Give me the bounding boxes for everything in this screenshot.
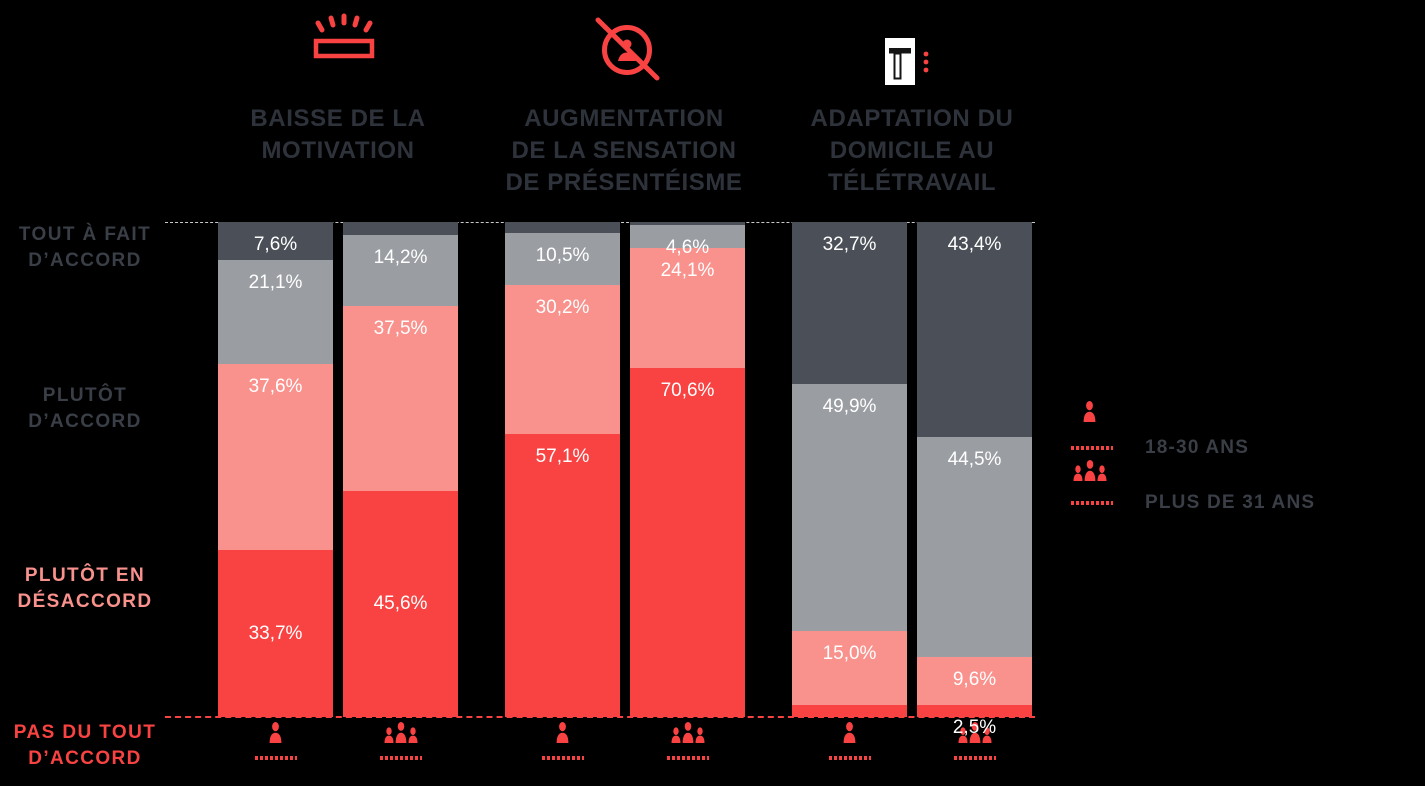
segment-value-label: 2,5% [952,716,997,738]
person-single-glyph [269,722,282,743]
axis-person-group-icon [917,722,1032,760]
axis-dash-underline [379,756,422,760]
segment-value-label: 10,5% [535,244,590,266]
bar-segment: 57,1% [505,434,620,717]
group-title-motivation: BAISSE DE LA MOTIVATION [250,105,426,164]
person-single-glyph [1083,401,1096,422]
bar-segment: 43,4% [917,222,1032,437]
group-title-presenteisme: AUGMENTATION DE LA SENSATION DE PRÉSENTÉ… [505,105,743,196]
stacked-bar-1-31plus: 4,6% 24,1% 70,6% [630,222,745,717]
eye-crossed-icon [576,10,678,87]
bar-segment: 37,6% [218,364,333,551]
group-title-domicile: ADAPTATION DU DOMICILE AU TÉLÉTRAVAIL [810,105,1014,196]
row-label-plutot-en-desaccord: PLUTÔT EN DÉSACCORD [17,565,153,612]
segment-value-label: 57,1% [535,446,590,468]
bar-segment: 37,5% [343,305,458,492]
axis-person-single-icon [505,722,620,760]
bar-segment [343,222,458,236]
segment-value-label: 14,2% [373,247,428,269]
bar-segment: 2,5% [917,704,1032,738]
segment-value-label: 24,1% [660,260,715,282]
stacked-bar-0-31plus: 14,2% 37,5% 45,6% [343,222,458,717]
bar-segment: 70,6% [630,367,745,717]
person-group-glyph [384,722,417,743]
axis-dash-underline [666,756,709,760]
desk-icon [885,38,931,93]
axis-dash-underline [828,756,871,760]
bar-segment: 14,2% [343,235,458,306]
segment-value-label: 70,6% [660,379,715,401]
segment-value-label: 49,9% [822,395,877,417]
stacked-bar-0-18-30: 7,6% 21,1% 37,6% 33,7% [218,222,333,717]
segment-value-label: 4,6% [665,237,710,259]
plot-area: 7,6% 21,1% 37,6% 33,7% 14,2% 37,5% 45,6% 10,5% 3… [165,222,1035,738]
axis-person-group-icon [343,722,458,760]
bar-segment [505,222,620,233]
row-label-pas-du-tout-daccord: PAS DU TOUT D’ACCORD [13,722,157,769]
segment-value-label: 32,7% [822,234,877,255]
segment-value-label: 30,2% [535,296,590,318]
legend-label-18-30: 18-30 ANS [1145,437,1250,458]
person-group-icon [1072,460,1108,486]
row-label-tout-a-fait-daccord: TOUT À FAIT D’ACCORD [18,224,152,271]
row-label-plutot-daccord: PLUTÔT D’ACCORD [28,385,142,432]
person-single-glyph [556,722,569,743]
segment-value-label: 43,4% [947,234,1002,255]
legend-label-31-plus: PLUS DE 31 ANS [1145,492,1316,513]
segment-value-label: 44,5% [947,448,1002,470]
bar-segment: 44,5% [917,436,1032,658]
segment-value-label: 21,1% [248,271,303,293]
axis-dash-underline [541,756,584,760]
segment-value-label: 37,6% [248,376,303,398]
person-single-icon [1082,401,1097,427]
person-group-glyph [1073,460,1107,481]
legend-dash-31-plus [1071,501,1113,505]
bar-segment: 9,6% [917,657,1032,705]
stacked-bar-2-18-30: 32,7% 49,9% 15,0% [792,222,907,717]
segment-value-label: 7,6% [253,234,298,255]
low-battery-icon [296,8,392,69]
person-group-glyph [958,722,991,743]
bar-segment: 49,9% [792,383,907,631]
bar-segment: 33,7% [218,550,333,717]
legend-dash-18-30 [1071,446,1113,450]
bar-segment: 32,7% [792,222,907,384]
segment-value-label: 9,6% [952,669,997,691]
bar-segment [630,222,745,226]
axis-dash-underline [953,756,996,760]
person-single-glyph [843,722,856,743]
bar-segment: 30,2% [505,284,620,435]
axis-person-single-icon [792,722,907,760]
bar-segment: 10,5% [505,232,620,285]
bar-segment: 45,6% [343,491,458,717]
bottom-dashed-axis-line [165,716,1035,718]
segment-value-label: 33,7% [248,622,303,644]
person-group-glyph [671,722,704,743]
bar-segment: 21,1% [218,259,333,365]
bar-segment: 4,6% [630,225,745,258]
axis-person-single-icon [218,722,333,760]
stacked-bar-2-31plus: 43,4% 44,5% 9,6% 2,5% [917,222,1032,738]
bar-segment [792,705,907,717]
segment-value-label: 15,0% [822,642,877,664]
segment-value-label: 37,5% [373,317,428,339]
bar-segment: 7,6% [218,222,333,260]
stacked-bar-1-18-30: 10,5% 30,2% 57,1% [505,222,620,717]
axis-person-group-icon [630,722,745,760]
segment-value-label: 45,6% [373,593,428,615]
bar-segment: 15,0% [792,630,907,706]
bar-segment: 24,1% [630,248,745,368]
axis-dash-underline [254,756,297,760]
